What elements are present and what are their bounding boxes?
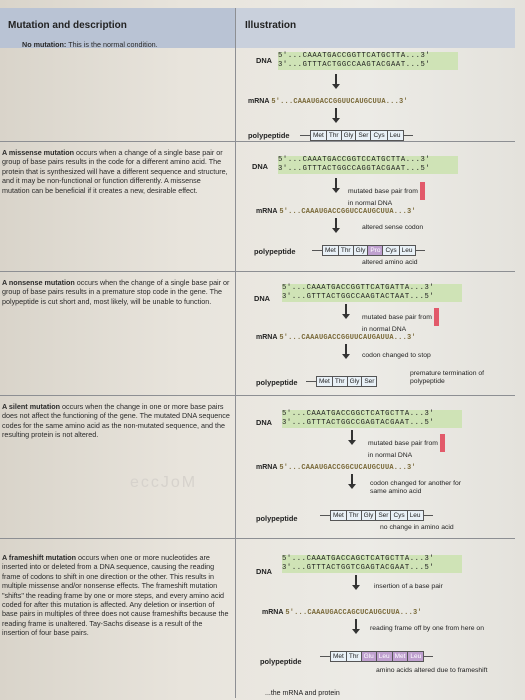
amino-acid: Leu	[406, 510, 424, 521]
amino-acid: Cys	[390, 510, 408, 521]
polypeptide-note: premature termination of polypeptide	[410, 370, 485, 386]
mutation-note: mutated base pair from in normal DNA	[362, 308, 439, 334]
mutation-table: Mutation and description Illustration No…	[0, 8, 515, 698]
mutation-note: mutated base pair from in normal DNA	[348, 182, 425, 208]
polypeptide-label: polypeptide	[254, 247, 296, 256]
header-illustration: Illustration	[235, 8, 515, 48]
polypeptide-label: polypeptide	[248, 131, 290, 140]
description-nonsense: A nonsense mutation occurs when the chan…	[2, 278, 230, 306]
dna-strands: 5'...CAAATGACCGGTTCATGATTA...3' 3'...GTT…	[282, 284, 462, 302]
amino-acid: Thr	[337, 245, 354, 256]
header-mutation-description: Mutation and description	[0, 8, 235, 48]
polypeptide-label: polypeptide	[256, 514, 298, 523]
polypeptide-note: amino acids altered due to frameshift	[376, 667, 488, 674]
dna-strands: 5'...CAAATGACCGGTCCATGCTTA...3' 3'...GTT…	[278, 156, 458, 174]
amino-acid-altered: Leu	[375, 651, 393, 662]
dna-label: DNA	[256, 418, 273, 427]
description-silent: A silent mutation occurs when the change…	[2, 402, 230, 440]
amino-acid: Ser	[375, 510, 392, 521]
polypeptide-chain: Met Thr Gly Pro Cys Leu	[312, 245, 425, 256]
amino-acid: Thr	[331, 376, 348, 387]
mutated-base-pair-icon	[439, 434, 445, 452]
amino-acid-altered: Pro	[367, 245, 384, 256]
amino-acid: Met	[322, 245, 339, 256]
mutation-note: insertion of a base pair	[374, 583, 443, 590]
dna-label: DNA	[256, 567, 273, 576]
polypeptide-chain: Met Thr Gly Ser	[306, 376, 378, 387]
description-frameshift: A frameshift mutation occurs when one or…	[2, 553, 229, 638]
amino-acid: Met	[316, 376, 333, 387]
mrna-sequence: mRNA 5'...CAAAUGACCAGCUCAUGCUUA...3'	[262, 609, 422, 617]
amino-acid: Leu	[386, 130, 404, 141]
amino-acid: Met	[330, 651, 347, 662]
polypeptide-chain: Met Thr Glu Leu Met Leu	[320, 651, 434, 662]
amino-acid: Gly	[346, 376, 363, 387]
polypeptide-chain: Met Thr Gly Ser Cys Leu	[320, 510, 433, 521]
polypeptide-note: altered amino acid	[362, 259, 418, 266]
amino-acid: Cys	[370, 130, 388, 141]
amino-acid-altered: Met	[391, 651, 409, 662]
mrna-sequence: mRNA 5'...CAAAUGACCGGCUCAUGCUUA...3'	[256, 464, 416, 472]
mutation-note: mutated base pair from in normal DNA	[368, 434, 445, 460]
polypeptide-note: no change in amino acid	[380, 524, 454, 531]
codon-note: reading frame off by one from here on	[370, 625, 484, 632]
amino-acid: Met	[330, 510, 347, 521]
amino-acid: Gly	[352, 245, 369, 256]
amino-acid: Cys	[382, 245, 400, 256]
amino-acid-altered: Glu	[360, 651, 377, 662]
amino-acid: Met	[310, 130, 327, 141]
mutated-base-pair-icon	[433, 308, 439, 326]
description-missense: A missense mutation occurs when a change…	[2, 148, 228, 195]
watermark: eccJoM	[130, 474, 198, 491]
dna-label: DNA	[254, 294, 271, 303]
row-frameshift: A frameshift mutation occurs when one or…	[0, 538, 515, 694]
amino-acid: Ser	[361, 376, 378, 387]
amino-acid: Thr	[345, 510, 362, 521]
mrna-sequence: mRNA 5'...CAAAUGACCGGUUCAUGCUUA...3'	[248, 98, 408, 106]
amino-acid: Leu	[398, 245, 416, 256]
dna-strands: 5'...CAAATGACCGGTTCATGCTTA...3' 3'...GTT…	[278, 52, 458, 70]
dna-label: DNA	[252, 162, 269, 171]
codon-note: altered sense codon	[362, 224, 424, 231]
description-no-mutation: No mutation: This is the normal conditio…	[22, 40, 158, 49]
polypeptide-label: polypeptide	[256, 378, 298, 387]
amino-acid: Ser	[355, 130, 372, 141]
codon-note: codon changed to stop	[362, 352, 431, 359]
amino-acid: Thr	[345, 651, 362, 662]
amino-acid: Thr	[325, 130, 342, 141]
dna-strands: 5'...CAAATGACCAGCTCATGCTTA...3' 3'...GTT…	[282, 555, 462, 573]
amino-acid: Gly	[360, 510, 377, 521]
mrna-sequence: mRNA 5'...CAAAUGACCGGUCCAUGCUUA...3'	[256, 208, 416, 216]
row-nonsense: A nonsense mutation occurs when the chan…	[0, 271, 515, 396]
dna-strands: 5'...CAAATGACCGGCTCATGCTTA...3' 3'...GTT…	[282, 410, 462, 428]
codon-note: codon changed for another for same amino…	[370, 480, 462, 496]
dna-label: DNA	[256, 56, 273, 65]
polypeptide-label: polypeptide	[260, 657, 302, 666]
amino-acid: Gly	[340, 130, 357, 141]
mutated-base-pair-icon	[419, 182, 425, 200]
row-missense: A missense mutation occurs when a change…	[0, 141, 515, 272]
footer-caption: ...the mRNA and protein	[265, 690, 340, 697]
mrna-sequence: mRNA 5'...CAAAUGACCGGUUCAUGAUUA...3'	[256, 334, 416, 342]
column-divider	[235, 8, 236, 698]
amino-acid-altered: Leu	[407, 651, 425, 662]
row-no-mutation: No mutation: This is the normal conditio…	[0, 8, 515, 141]
polypeptide-chain: Met Thr Gly Ser Cys Leu	[300, 130, 413, 141]
row-silent: A silent mutation occurs when the change…	[0, 395, 515, 539]
